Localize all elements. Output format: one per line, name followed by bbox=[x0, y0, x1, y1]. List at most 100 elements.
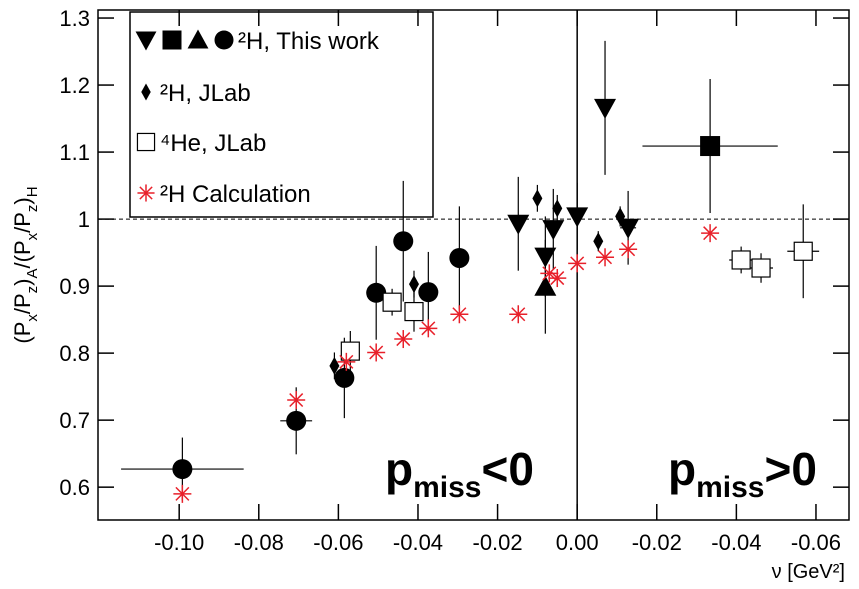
annotation-part: p bbox=[385, 443, 413, 495]
y-label-subscript: z bbox=[24, 286, 41, 294]
circle-marker bbox=[172, 459, 193, 480]
x-tick-label: -0.02 bbox=[473, 530, 523, 555]
asterisk-marker bbox=[596, 248, 615, 267]
annotation: pmiss>0 bbox=[668, 443, 817, 504]
y-label-part: /P bbox=[10, 293, 35, 314]
circle-marker bbox=[449, 247, 470, 268]
diamond-marker bbox=[329, 356, 340, 375]
asterisk-stroke bbox=[421, 321, 436, 336]
circle-marker bbox=[286, 410, 307, 431]
circle-marker bbox=[418, 282, 439, 303]
triangle-down-marker bbox=[135, 31, 157, 51]
y-label-subscript: z bbox=[24, 205, 41, 213]
asterisk-marker bbox=[548, 269, 567, 288]
y-axis-label: (Px/Pz)A/(Px/Pz)H bbox=[10, 186, 41, 343]
asterisk-stroke bbox=[598, 250, 613, 265]
triangle-up-marker bbox=[187, 29, 209, 49]
diamond-marker bbox=[141, 83, 151, 101]
asterisk-stroke bbox=[550, 271, 565, 286]
y-label-part: ) bbox=[10, 278, 35, 285]
asterisk-stroke bbox=[175, 486, 190, 501]
square-marker bbox=[162, 30, 182, 50]
circle-marker bbox=[393, 231, 414, 252]
asterisk-marker bbox=[619, 240, 638, 259]
asterisk-stroke bbox=[452, 307, 467, 322]
triangle-down-marker bbox=[507, 214, 530, 235]
annotation-subscript: miss bbox=[413, 471, 481, 504]
x-tick-label: -0.02 bbox=[632, 530, 682, 555]
y-tick-label: 1.2 bbox=[59, 73, 90, 98]
asterisk-marker bbox=[173, 484, 192, 503]
asterisk-stroke bbox=[339, 354, 354, 369]
diamond-marker bbox=[615, 207, 626, 226]
open-square-marker bbox=[731, 250, 751, 270]
asterisk-marker bbox=[701, 224, 720, 243]
asterisk-marker bbox=[419, 319, 438, 338]
square-marker bbox=[700, 136, 721, 157]
legend-label: ²H, JLab bbox=[160, 80, 251, 107]
open-square-marker bbox=[136, 132, 156, 152]
y-tick-label: 0.6 bbox=[59, 475, 90, 500]
y-label-part: (P bbox=[10, 322, 35, 344]
circle-marker bbox=[334, 367, 355, 388]
annotation: pmiss<0 bbox=[385, 443, 534, 504]
y-tick-label: 0.8 bbox=[59, 341, 90, 366]
triangle-down-marker bbox=[566, 207, 589, 228]
asterisk-stroke bbox=[703, 226, 718, 241]
triangle-down-marker bbox=[594, 98, 617, 119]
open-square-marker bbox=[751, 258, 771, 278]
open-square-marker bbox=[404, 301, 424, 322]
x-tick-label: -0.10 bbox=[154, 530, 204, 555]
annotation-part: >0 bbox=[765, 443, 817, 495]
asterisk-marker bbox=[509, 305, 528, 324]
asterisk-stroke bbox=[511, 307, 526, 322]
annotation-part: p bbox=[668, 443, 696, 495]
asterisk-stroke bbox=[396, 332, 411, 347]
y-tick-label: 0.9 bbox=[59, 274, 90, 299]
annotation-subscript: miss bbox=[696, 471, 764, 504]
legend-label: ²H Calculation bbox=[160, 181, 311, 208]
y-label-part: /P bbox=[10, 212, 35, 233]
diamond-marker bbox=[593, 232, 604, 251]
open-square-marker bbox=[382, 292, 402, 312]
triangle-up-marker bbox=[534, 275, 557, 296]
y-tick-label: 1.3 bbox=[59, 6, 90, 31]
y-label-subscript: H bbox=[24, 186, 41, 197]
asterisk-stroke bbox=[542, 266, 557, 281]
x-tick-label: -0.06 bbox=[791, 530, 841, 555]
triangle-down-marker bbox=[542, 220, 565, 241]
asterisk-marker bbox=[450, 305, 469, 324]
asterisk-stroke bbox=[570, 256, 585, 271]
asterisk-marker bbox=[287, 391, 306, 410]
diamond-marker bbox=[552, 199, 563, 218]
x-tick-label: -0.04 bbox=[393, 530, 443, 555]
y-tick-label: 0.7 bbox=[59, 408, 90, 433]
triangle-down-marker bbox=[617, 218, 640, 239]
asterisk-marker bbox=[367, 343, 386, 362]
y-tick-label: 1 bbox=[78, 207, 90, 232]
asterisk-stroke bbox=[139, 186, 153, 200]
y-label-subscript: x bbox=[24, 314, 41, 322]
x-tick-label: -0.06 bbox=[313, 530, 363, 555]
asterisk-stroke bbox=[621, 242, 636, 257]
y-label-part: /(P bbox=[10, 240, 35, 268]
y-label-part: ) bbox=[10, 197, 35, 204]
y-label-subscript: x bbox=[24, 232, 41, 240]
asterisk-marker bbox=[337, 352, 356, 371]
x-tick-label: -0.04 bbox=[711, 530, 761, 555]
annotation-part: <0 bbox=[482, 443, 534, 495]
x-axis-label: ν [GeV²] bbox=[772, 561, 845, 583]
y-tick-label: 1.1 bbox=[59, 140, 90, 165]
asterisk-marker bbox=[394, 330, 413, 349]
diamond-marker bbox=[409, 275, 420, 294]
y-label-subscript: A bbox=[24, 268, 41, 278]
open-square-marker bbox=[793, 241, 813, 261]
x-tick-label: -0.08 bbox=[234, 530, 284, 555]
triangle-down-marker bbox=[534, 247, 557, 268]
diamond-marker bbox=[532, 189, 543, 208]
asterisk-marker bbox=[137, 184, 155, 202]
x-tick-label: 0.00 bbox=[556, 530, 599, 555]
legend-label: ⁴He, JLab bbox=[160, 130, 266, 157]
